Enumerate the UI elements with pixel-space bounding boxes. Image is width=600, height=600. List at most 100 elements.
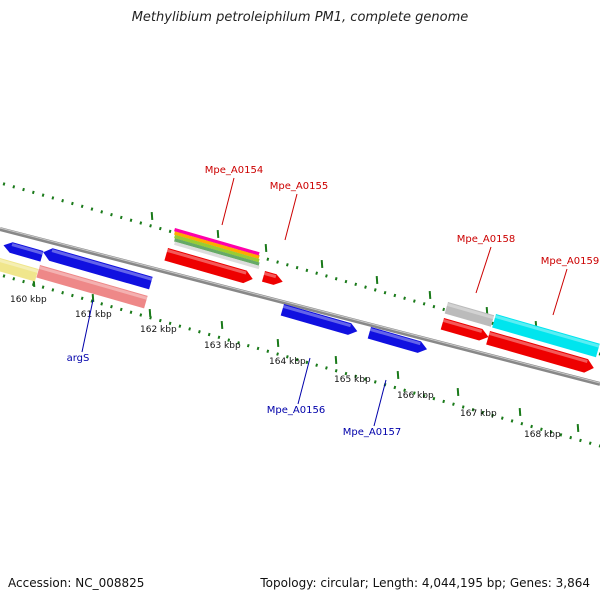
scale-dot — [471, 408, 475, 412]
gene-body — [486, 331, 594, 373]
scale-label: 161 kbp — [75, 310, 112, 320]
scale-dot — [412, 299, 416, 303]
scale-dot — [364, 377, 367, 381]
scale-dot — [442, 307, 446, 312]
scale-dot — [266, 257, 270, 261]
label-args-leader — [81, 299, 94, 353]
label-mpe-a0155: Mpe_A0155 — [270, 181, 328, 192]
gene-highlight — [38, 265, 148, 300]
gene-body — [36, 265, 148, 309]
scale-dot — [41, 193, 45, 197]
scale-dot — [305, 268, 309, 273]
gene-body — [440, 318, 489, 341]
scale-dot — [510, 419, 514, 423]
gene-mpe-a0157 — [367, 327, 428, 353]
scale-dot — [579, 438, 582, 443]
major-tick — [264, 243, 268, 253]
scale-dot — [432, 304, 436, 309]
scale-dot — [266, 349, 270, 353]
gene-highlight — [51, 249, 153, 281]
label-mpe-a0159-leader — [552, 268, 568, 316]
scale-label: 168 kbp — [524, 430, 561, 440]
gene-forward — [444, 302, 495, 327]
scale-dot — [237, 341, 240, 345]
genome-backbone — [0, 227, 600, 386]
scale-dot — [452, 402, 455, 406]
scale-dot — [315, 363, 319, 367]
gene-mpe-a0158 — [440, 318, 489, 341]
major-tick — [375, 275, 379, 285]
major-tick — [320, 259, 324, 269]
scale-dot — [432, 396, 436, 401]
label-mpe-a0158-leader — [475, 246, 492, 294]
label-mpe-a0155-leader — [284, 193, 298, 241]
scale-dot — [276, 352, 279, 356]
scale-dot — [31, 190, 35, 195]
major-tick — [334, 355, 338, 365]
scale-dot — [41, 285, 45, 289]
scale-dot — [530, 424, 533, 429]
inner-scale-track — [2, 274, 600, 448]
gene-forward — [0, 258, 39, 282]
feature-band — [174, 241, 260, 270]
scale-dot — [119, 307, 123, 312]
feature-band — [174, 238, 260, 266]
scale-dot — [334, 277, 338, 281]
scale-dot — [178, 324, 182, 328]
gene-body — [3, 242, 44, 262]
scale-dot — [422, 394, 426, 398]
gene-forward — [486, 331, 594, 373]
scale-dot — [198, 330, 201, 334]
gene-body — [492, 314, 600, 358]
scale-dot — [246, 343, 250, 348]
scale-dot — [100, 210, 104, 214]
scale-dot — [80, 204, 84, 209]
scale-dot — [217, 335, 221, 340]
scale-dot — [354, 374, 358, 379]
scale-label: 165 kbp — [334, 375, 371, 385]
accession-label: Accession: NC_008825 — [8, 576, 145, 590]
label-mpe-a0156-leader — [297, 357, 311, 405]
major-tick — [276, 338, 280, 348]
scale-dot — [540, 427, 543, 431]
gene-highlight — [494, 314, 600, 348]
gene-highlight — [488, 331, 588, 363]
scale-dot — [598, 352, 600, 356]
gene-body — [261, 271, 283, 285]
scale-dot — [51, 288, 55, 292]
scale-dot — [549, 430, 553, 434]
genome-summary-label: Topology: circular; Length: 4,044,195 bp… — [260, 576, 590, 590]
gene-forward — [3, 242, 44, 262]
scale-dot — [22, 279, 25, 284]
feature-band — [174, 228, 260, 256]
gene-mpe-a0159 — [492, 314, 600, 358]
feature-band — [174, 231, 260, 259]
gene-body — [280, 304, 358, 335]
scale-dot — [256, 346, 260, 351]
scale-dot — [559, 433, 563, 437]
major-tick — [150, 211, 154, 221]
gene-highlight — [446, 302, 494, 320]
major-tick — [518, 407, 522, 417]
scale-label: 167 kbp — [460, 409, 497, 419]
scale-dot — [295, 357, 299, 362]
scale-dot — [110, 304, 113, 309]
scale-dot — [188, 327, 192, 331]
scale-dot — [422, 302, 426, 306]
scale-dot — [139, 221, 143, 225]
scale-dot — [364, 285, 367, 289]
scale-dot — [139, 313, 143, 317]
major-tick — [216, 229, 220, 239]
scale-dot — [325, 274, 328, 278]
gene-mpe-a0154 — [164, 248, 253, 284]
scale-dot — [295, 265, 299, 270]
scale-dot — [119, 215, 123, 220]
scale-dot — [285, 355, 289, 359]
major-tick — [576, 423, 580, 433]
gene-highlight — [263, 271, 277, 279]
scale-dot — [500, 416, 504, 420]
gene-forward — [36, 265, 148, 309]
gene-mpe-a0156 — [280, 304, 358, 335]
major-tick — [148, 308, 152, 318]
